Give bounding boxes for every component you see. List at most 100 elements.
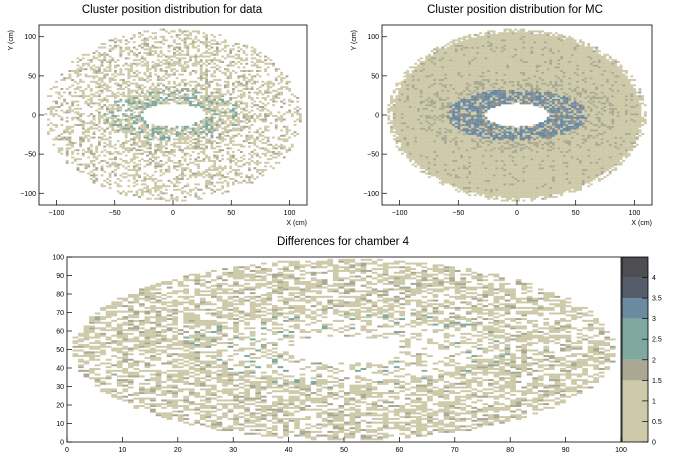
histogram-bin bbox=[114, 115, 117, 117]
histogram-bin bbox=[444, 115, 447, 117]
histogram-bin bbox=[446, 156, 450, 159]
histogram-bin bbox=[444, 127, 447, 130]
histogram-bin bbox=[97, 111, 101, 114]
histogram-bin bbox=[248, 169, 251, 171]
histogram-bin bbox=[234, 104, 238, 107]
histogram-bin bbox=[146, 68, 150, 71]
histogram-bin bbox=[205, 82, 208, 85]
histogram-bin bbox=[156, 77, 160, 80]
histogram-bin bbox=[210, 145, 214, 148]
histogram-bin bbox=[162, 127, 166, 130]
histogram-bin bbox=[465, 149, 469, 152]
histogram-bin bbox=[414, 86, 418, 89]
histogram-bin bbox=[173, 39, 176, 42]
histogram-bin bbox=[425, 55, 429, 58]
histogram-bin bbox=[427, 138, 431, 141]
histogram-bin bbox=[471, 37, 474, 40]
histogram-bin bbox=[100, 86, 104, 89]
histogram-bin bbox=[167, 179, 171, 182]
histogram-bin bbox=[170, 73, 174, 76]
histogram-bin bbox=[183, 98, 187, 101]
histogram-bin bbox=[181, 192, 184, 195]
histogram-bin bbox=[457, 64, 461, 67]
histogram-bin bbox=[122, 91, 125, 94]
histogram-bin bbox=[213, 127, 217, 130]
histogram-bin bbox=[207, 120, 211, 123]
histogram-bin bbox=[146, 133, 150, 135]
histogram-bin bbox=[178, 91, 182, 94]
histogram-bin bbox=[264, 97, 267, 99]
histogram-bin bbox=[162, 185, 166, 188]
histogram-bin bbox=[164, 98, 168, 101]
histogram-bin bbox=[146, 154, 150, 157]
histogram-bin bbox=[205, 125, 208, 128]
histogram-bin bbox=[419, 122, 423, 125]
histogram-bin bbox=[231, 156, 235, 159]
histogram-bin bbox=[256, 73, 259, 76]
histogram-bin bbox=[460, 156, 464, 159]
histogram-bin bbox=[181, 127, 184, 130]
histogram-bin bbox=[441, 79, 445, 81]
histogram-bin bbox=[135, 190, 139, 193]
histogram-bin bbox=[460, 169, 464, 171]
histogram-bin bbox=[465, 120, 469, 123]
histogram-bin bbox=[460, 172, 464, 175]
histogram-bin bbox=[272, 82, 275, 85]
histogram-bin bbox=[97, 98, 101, 101]
histogram-bin bbox=[207, 169, 211, 171]
histogram-bin bbox=[186, 35, 190, 38]
histogram-bin bbox=[108, 61, 112, 63]
histogram-bin bbox=[183, 147, 187, 150]
histogram-bin bbox=[444, 89, 447, 92]
histogram-bin bbox=[213, 75, 217, 78]
histogram-bin bbox=[403, 124, 407, 126]
histogram-bin bbox=[463, 77, 466, 80]
histogram-bin bbox=[229, 48, 233, 51]
histogram-bin bbox=[427, 170, 431, 173]
histogram-bin bbox=[221, 102, 225, 105]
histogram-bin bbox=[438, 75, 442, 78]
histogram-bin bbox=[215, 122, 219, 125]
histogram-bin bbox=[436, 84, 439, 87]
histogram-bin bbox=[100, 127, 104, 130]
histogram-bin bbox=[213, 174, 217, 177]
histogram-bin bbox=[468, 82, 472, 85]
histogram-bin bbox=[436, 66, 439, 69]
histogram-bin bbox=[463, 44, 466, 47]
histogram-bin bbox=[89, 59, 93, 62]
histogram-bin bbox=[460, 113, 464, 116]
histogram-bin bbox=[207, 59, 211, 62]
histogram-bin bbox=[403, 129, 407, 132]
histogram-bin bbox=[221, 192, 225, 195]
histogram-bin bbox=[119, 86, 123, 89]
histogram-bin bbox=[181, 187, 184, 189]
histogram-bin bbox=[205, 37, 208, 40]
histogram-bin bbox=[229, 154, 233, 157]
histogram-bin bbox=[87, 156, 91, 159]
histogram-bin bbox=[124, 100, 128, 103]
histogram-bin bbox=[65, 109, 69, 112]
histogram-bin bbox=[256, 80, 259, 83]
histogram-bin bbox=[438, 178, 442, 180]
histogram-bin bbox=[84, 167, 88, 170]
histogram-bin bbox=[191, 100, 195, 103]
histogram-bin bbox=[409, 140, 412, 143]
histogram-bin bbox=[231, 160, 235, 162]
histogram-bin bbox=[132, 178, 136, 180]
histogram-bin bbox=[164, 77, 168, 80]
histogram-bin bbox=[199, 133, 203, 135]
histogram-bin bbox=[417, 118, 420, 121]
histogram-bin bbox=[124, 43, 128, 45]
histogram-bin bbox=[468, 134, 472, 137]
histogram-bin bbox=[229, 93, 233, 96]
histogram-bin bbox=[122, 118, 125, 121]
histogram-bin bbox=[175, 70, 179, 72]
histogram-bin bbox=[100, 107, 104, 110]
histogram-bin bbox=[274, 147, 278, 150]
histogram-bin bbox=[114, 158, 117, 161]
histogram-bin bbox=[468, 156, 472, 159]
histogram-bin bbox=[417, 100, 420, 103]
histogram-bin bbox=[409, 125, 412, 128]
histogram-bin bbox=[433, 152, 437, 155]
histogram-bin bbox=[124, 82, 128, 85]
